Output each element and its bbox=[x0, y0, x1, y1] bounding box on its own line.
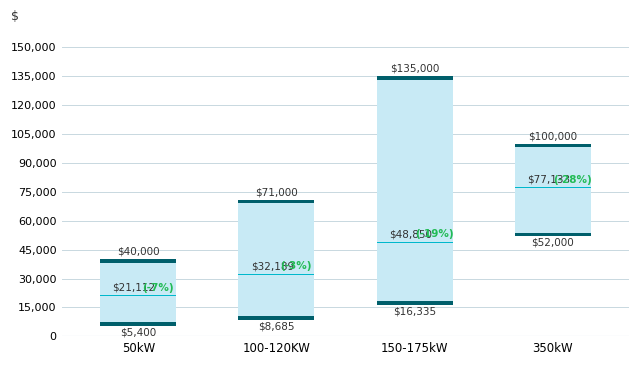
Bar bbox=[239, 199, 314, 320]
Bar bbox=[100, 295, 176, 296]
Bar bbox=[239, 316, 314, 320]
Bar bbox=[100, 259, 176, 263]
Bar bbox=[239, 274, 314, 275]
Text: $48,850: $48,850 bbox=[389, 229, 432, 239]
Bar bbox=[515, 233, 591, 236]
Text: $135,000: $135,000 bbox=[390, 64, 440, 74]
Bar bbox=[100, 322, 176, 326]
Text: $5,400: $5,400 bbox=[120, 328, 156, 337]
Bar bbox=[515, 143, 591, 147]
Text: $21,112: $21,112 bbox=[113, 283, 156, 293]
Text: $16,335: $16,335 bbox=[393, 306, 436, 316]
Bar bbox=[515, 143, 591, 236]
Text: $8,685: $8,685 bbox=[259, 321, 295, 331]
Text: (-7%): (-7%) bbox=[142, 283, 173, 293]
Bar bbox=[239, 199, 314, 203]
Bar bbox=[377, 301, 452, 305]
Bar bbox=[377, 76, 452, 80]
Text: (-28%): (-28%) bbox=[553, 175, 591, 185]
Text: $52,000: $52,000 bbox=[531, 238, 574, 248]
Text: $71,000: $71,000 bbox=[255, 187, 298, 197]
Text: (-19%): (-19%) bbox=[415, 229, 453, 239]
Bar bbox=[377, 242, 452, 243]
Bar bbox=[515, 187, 591, 188]
Text: $: $ bbox=[12, 10, 19, 23]
Text: $32,189: $32,189 bbox=[251, 261, 294, 272]
Bar bbox=[377, 76, 452, 305]
Text: $40,000: $40,000 bbox=[117, 247, 159, 257]
Text: $77,133: $77,133 bbox=[527, 175, 570, 185]
Text: (-3%): (-3%) bbox=[280, 261, 312, 272]
Text: $100,000: $100,000 bbox=[528, 131, 577, 141]
Bar bbox=[100, 259, 176, 326]
